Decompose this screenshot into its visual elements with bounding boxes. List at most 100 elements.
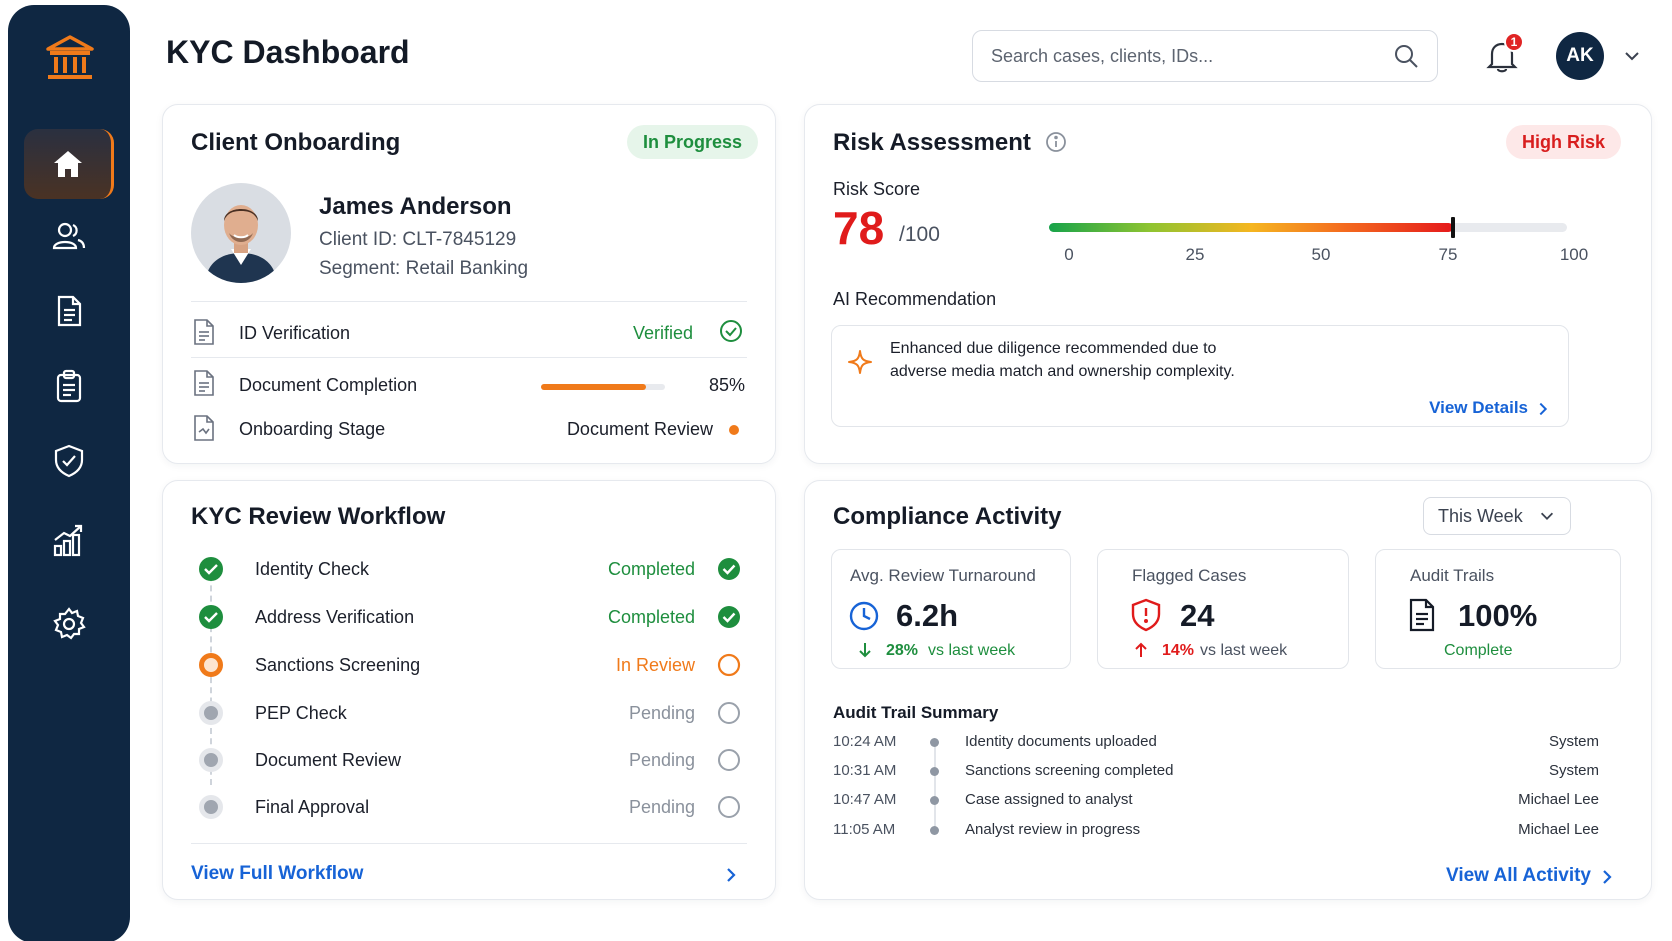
gauge-tick: 75: [1438, 245, 1458, 264]
clipboard-icon: [56, 369, 82, 403]
audit-time: 10:47 AM: [833, 791, 897, 808]
gauge-tick: 100: [1559, 245, 1589, 264]
chevron-down-icon[interactable]: [1622, 46, 1642, 66]
settings-icon: [53, 607, 86, 640]
sparkle-icon: [848, 350, 872, 374]
page-title: KYC Dashboard: [166, 34, 410, 70]
stat-turnaround: Avg. Review Turnaround 6.2h 28% vs last …: [831, 549, 1071, 669]
workflow-step-label: Document Review: [255, 750, 402, 770]
nav-cases[interactable]: [24, 351, 114, 421]
sidebar: [8, 5, 130, 941]
audit-event: Case assigned to analyst: [965, 791, 1133, 808]
notification-badge: 1: [1504, 32, 1524, 52]
nav-analytics[interactable]: [24, 505, 114, 575]
notifications-button[interactable]: [1482, 36, 1522, 76]
chevron-right-icon[interactable]: [1597, 867, 1617, 887]
check-filled-icon: [718, 606, 740, 628]
home-icon: [53, 151, 82, 177]
risk-gauge-marker: [1451, 217, 1456, 238]
search-input[interactable]: [991, 45, 1393, 67]
divider: [191, 843, 747, 844]
nav-compliance[interactable]: [24, 426, 114, 496]
audit-actor: Michael Lee: [1518, 791, 1599, 808]
users-icon: [52, 222, 86, 250]
shield-alert-icon: [1131, 598, 1161, 632]
nav-home[interactable]: [24, 129, 114, 199]
risk-level-badge: High Risk: [1505, 125, 1621, 159]
analytics-icon: [53, 524, 83, 557]
card-title: Risk Assessment: [833, 129, 1031, 156]
file-icon: [194, 319, 214, 345]
arrow-down-icon: [859, 643, 871, 658]
gauge-tick: 0: [1064, 245, 1074, 264]
workflow-step-status: Completed: [607, 607, 695, 627]
ai-recommendation-text: Enhanced due diligence recommended due t…: [890, 340, 1217, 357]
file-stage-icon: [194, 415, 214, 441]
bell-icon: [1486, 42, 1518, 73]
stat-label: Flagged Cases: [1132, 566, 1247, 585]
id-verification-value: Verified: [632, 323, 693, 343]
workflow-step-status: Pending: [628, 750, 695, 770]
nav-clients[interactable]: [24, 201, 114, 271]
audit-actor: System: [1548, 762, 1599, 779]
circle-outline-icon: [717, 653, 741, 677]
onboarding-stage-label: Onboarding Stage: [239, 419, 386, 439]
stat-label: Avg. Review Turnaround: [850, 566, 1036, 585]
divider: [191, 301, 747, 302]
step-complete-icon: [199, 557, 223, 581]
workflow-step-status: Pending: [628, 797, 695, 817]
stat-delta-text: vs last week: [1200, 642, 1288, 659]
gauge-tick: 50: [1311, 245, 1331, 264]
view-full-workflow-link[interactable]: View Full Workflow: [191, 863, 364, 884]
search-icon[interactable]: [1393, 43, 1419, 69]
nav-settings[interactable]: [24, 589, 114, 659]
status-badge: In Progress: [627, 125, 759, 159]
circle-outline-icon: [718, 796, 740, 818]
check-filled-icon: [718, 558, 740, 580]
workflow-step-label: Sanctions Screening: [255, 655, 421, 675]
view-details-link[interactable]: View Details: [1429, 398, 1528, 417]
stat-audit-trails: Audit Trails 100% Complete: [1375, 549, 1621, 669]
document-completion-label: Document Completion: [239, 375, 418, 395]
stat-delta: 28%: [886, 642, 919, 659]
check-circle-icon: [720, 320, 742, 342]
step-pending-icon: [199, 748, 223, 772]
risk-assessment-card: Risk Assessment High Risk Risk Score 78 …: [804, 104, 1652, 464]
ai-recommendation-box: Enhanced due diligence recommended due t…: [831, 325, 1569, 427]
risk-gauge-fill: [1049, 223, 1454, 232]
arrow-up-icon: [1135, 642, 1147, 657]
card-title: Client Onboarding: [191, 129, 401, 156]
nav-documents[interactable]: [24, 276, 114, 346]
audit-event: Identity documents uploaded: [965, 733, 1157, 750]
shield-check-icon: [54, 444, 84, 478]
info-icon[interactable]: [1045, 131, 1067, 153]
period-select-value: This Week: [1438, 505, 1523, 526]
ai-recommendation-title: AI Recommendation: [833, 289, 997, 309]
workflow-step-status: In Review: [615, 655, 695, 675]
period-select[interactable]: This Week: [1423, 497, 1571, 535]
document-icon: [57, 295, 82, 327]
client-id: Client ID: CLT-7845129: [319, 229, 517, 250]
user-avatar[interactable]: AK: [1556, 32, 1604, 80]
clock-icon: [849, 601, 879, 631]
audit-document-icon: [1409, 598, 1435, 632]
search-bar[interactable]: [972, 30, 1438, 82]
divider: [191, 357, 747, 358]
audit-actor: Michael Lee: [1518, 821, 1599, 838]
risk-score-max: /100: [899, 223, 940, 246]
client-onboarding-card: Client Onboarding In Progress James Ande…: [162, 104, 776, 464]
circle-outline-icon: [718, 702, 740, 724]
onboarding-stage-value: Document Review: [566, 419, 713, 439]
chevron-right-icon[interactable]: [721, 865, 741, 885]
workflow-step-label: Address Verification: [255, 607, 415, 627]
chevron-right-icon[interactable]: [1534, 400, 1552, 418]
view-all-activity-link[interactable]: View All Activity: [1445, 865, 1591, 886]
compliance-activity-card: Compliance Activity This Week Avg. Revie…: [804, 480, 1652, 900]
chevron-down-icon: [1540, 512, 1554, 520]
stat-value: 24: [1180, 598, 1215, 633]
audit-event: Analyst review in progress: [965, 821, 1141, 838]
bank-logo-icon: [44, 33, 96, 85]
step-pending-icon: [199, 701, 223, 725]
card-title: KYC Review Workflow: [191, 503, 446, 530]
stat-value: 6.2h: [896, 598, 959, 633]
